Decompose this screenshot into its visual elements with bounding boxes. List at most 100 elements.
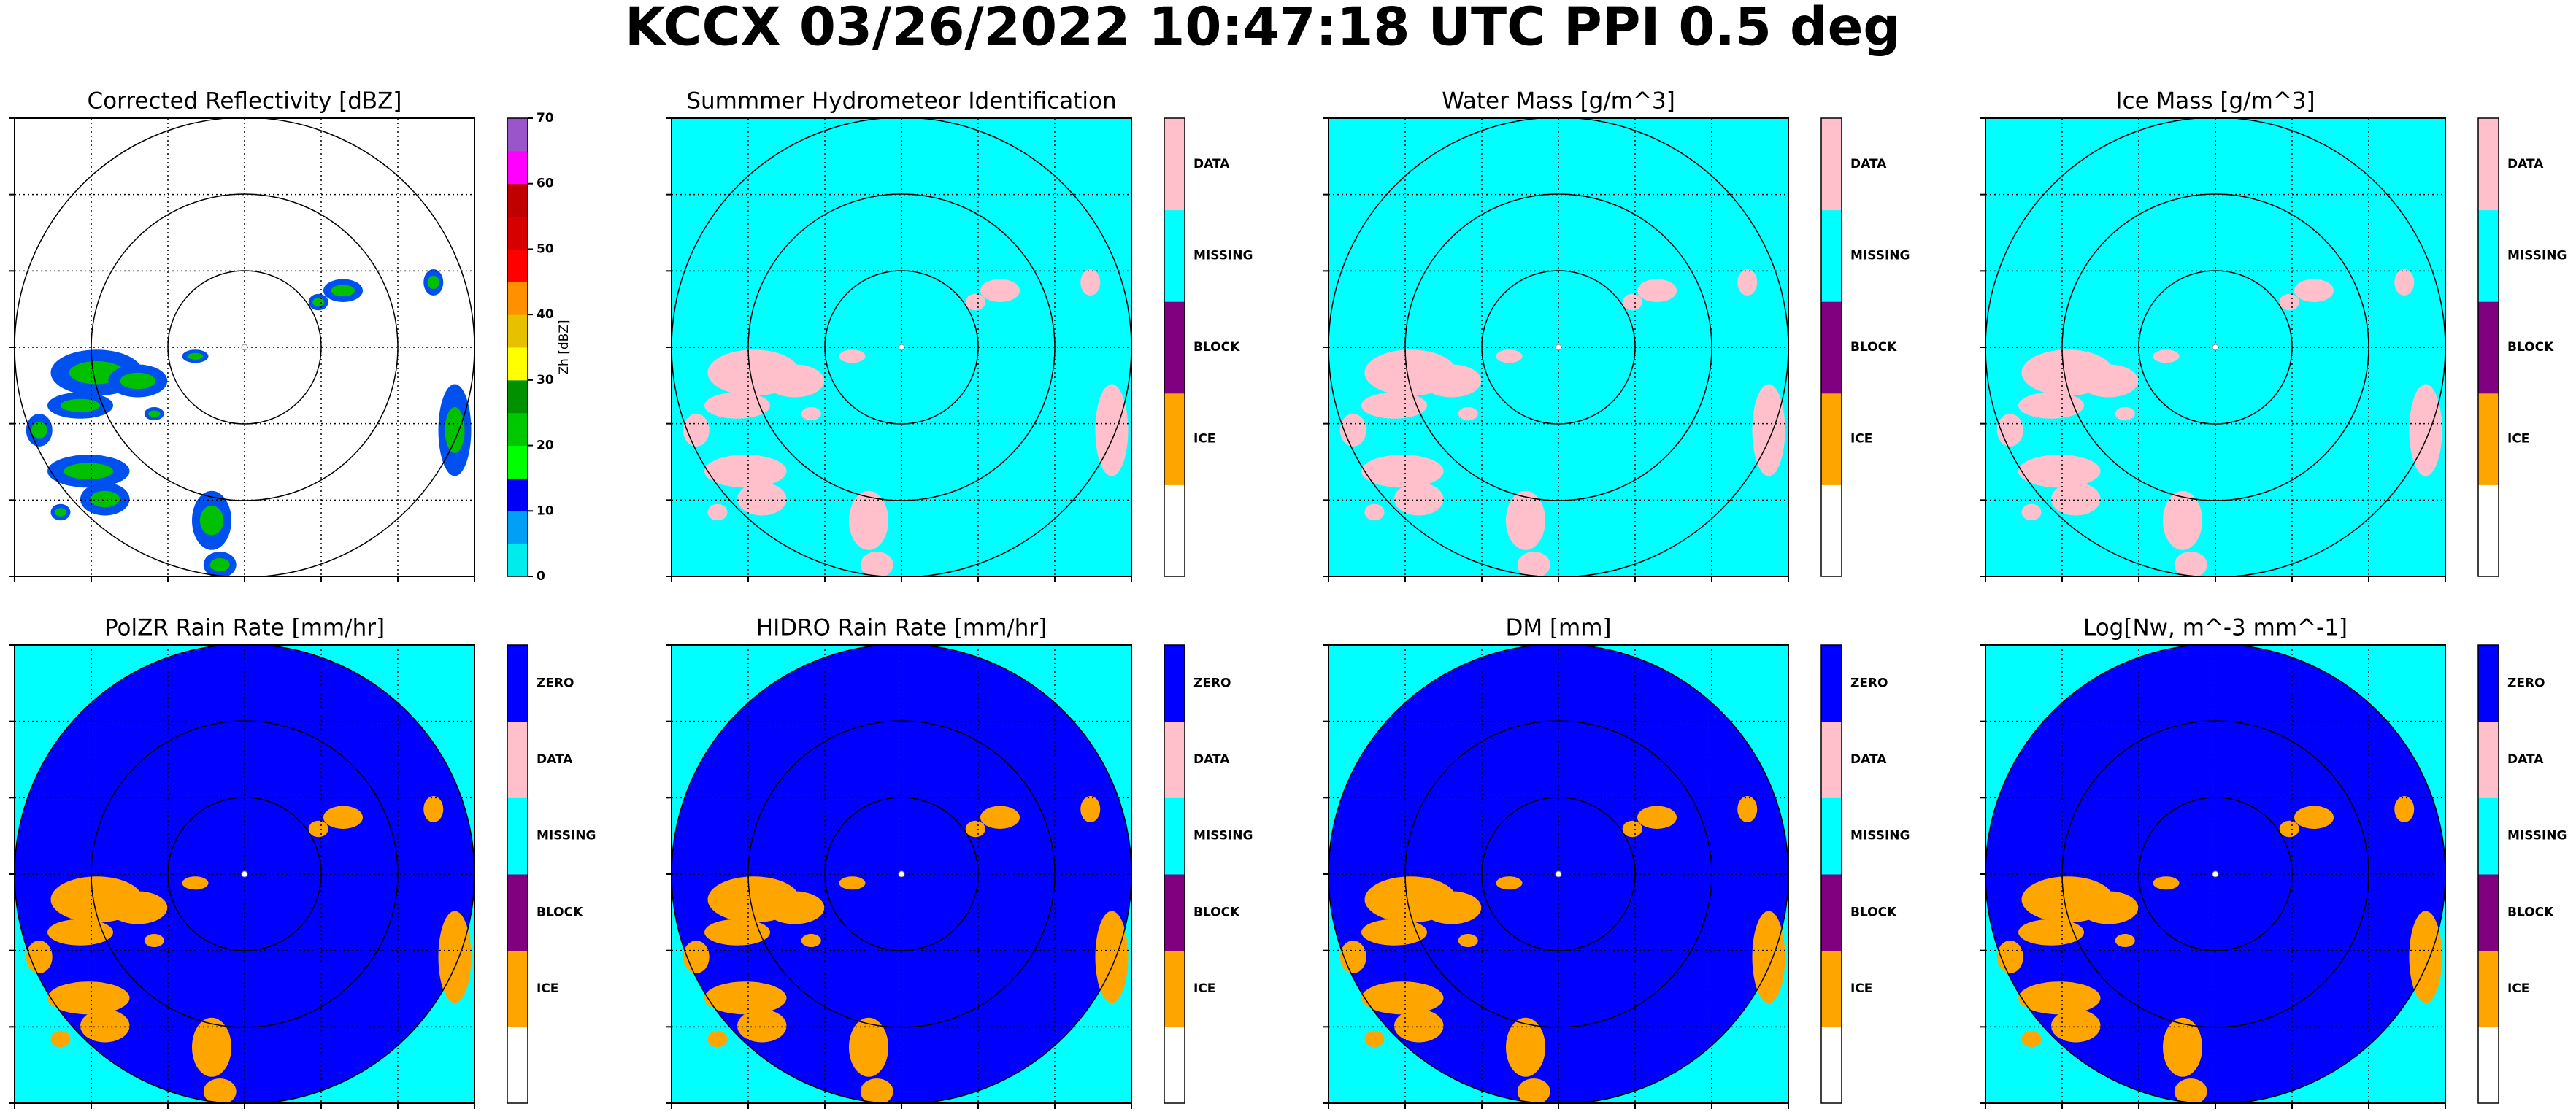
range-ring <box>2061 720 2369 1028</box>
echo <box>839 349 866 363</box>
range-ring <box>747 720 1056 1028</box>
colorbar-segment <box>507 797 528 875</box>
echo-core <box>199 506 224 536</box>
echo <box>860 1078 893 1103</box>
colorbar-frame <box>2477 644 2499 1104</box>
echo <box>2018 455 2101 488</box>
colorbar-segment <box>2478 797 2499 875</box>
range-ring <box>1481 797 1636 951</box>
plot-area <box>15 118 474 576</box>
range-ring <box>2138 270 2293 425</box>
plot-area <box>1985 118 2445 576</box>
range-ring <box>91 720 399 1028</box>
colorbar-segment <box>507 150 528 185</box>
colorbar-segment <box>507 412 528 447</box>
echo <box>1506 490 1545 550</box>
echo <box>2021 503 2042 521</box>
panel: PolZR Rain Rate [mm/hr] ICE BLOCK MISSING DA… <box>9 615 596 1109</box>
panel: HIDRO Rain Rate [mm/hr] ICE BLOCK MISSING DA… <box>666 615 1253 1109</box>
panel: Log[Nw, m^-3 mm^-1] ICE BLOCK MISSING DATA ZE… <box>1980 615 2567 1109</box>
panel: DM [mm] ICE BLOCK MISSING DATA ZERO <box>1323 615 1910 1109</box>
colorbar-category-label: MISSING <box>1193 829 1253 843</box>
echo <box>707 503 728 521</box>
echo <box>1996 414 2023 447</box>
echo-core <box>312 298 325 306</box>
echo <box>2115 407 2135 420</box>
echo <box>1361 455 1444 488</box>
colorbar-segment <box>2478 301 2499 394</box>
colorbar-category-label: ICE <box>1850 981 1872 996</box>
colorbar-segment <box>1821 1027 1842 1104</box>
colorbar-category-label: ZERO <box>1193 676 1231 690</box>
colorbar-segment <box>1164 1027 1185 1104</box>
echo-core <box>331 285 355 297</box>
echo <box>1622 293 1642 311</box>
colorbar-segment <box>2478 484 2499 577</box>
colorbar-segment <box>507 183 528 217</box>
colorbar-segment <box>1164 484 1185 577</box>
colorbar-category-label: MISSING <box>537 829 596 843</box>
colorbar-segment <box>1821 874 1842 951</box>
echo <box>2394 269 2415 296</box>
echo <box>1506 1017 1545 1077</box>
echo <box>765 891 825 924</box>
colorbar-segment <box>1821 797 1842 875</box>
echo-core <box>209 558 230 571</box>
echo <box>1737 269 1758 296</box>
echo <box>707 1030 728 1048</box>
colorbar-segment <box>1821 301 1842 394</box>
colorbar-category-label: ZERO <box>2507 676 2545 690</box>
colorbar-category-label: ICE <box>1193 432 1215 447</box>
range-ring <box>167 270 322 425</box>
echo <box>2409 384 2442 476</box>
echo <box>50 1030 71 1048</box>
colorbar-segment <box>2478 950 2499 1027</box>
colorbar-segment <box>507 282 528 315</box>
echo <box>26 941 53 973</box>
colorbar-category-label: DATA <box>1850 752 1887 767</box>
echo <box>2174 1078 2207 1103</box>
panel-title: DM [mm] <box>1505 615 1611 641</box>
echo <box>2153 876 2180 890</box>
echo <box>47 981 130 1015</box>
colorbar-segment <box>1164 645 1185 722</box>
echo <box>980 806 1020 829</box>
colorbar-category-label: DATA <box>537 752 573 767</box>
echo <box>2051 482 2101 516</box>
echo <box>1339 941 1366 973</box>
radar-site <box>1555 344 1562 351</box>
colorbar-tick-label: 10 <box>537 503 554 518</box>
echo <box>765 364 825 398</box>
echo-core <box>427 276 439 289</box>
radar-site <box>2212 344 2219 351</box>
colorbar-segment <box>1821 721 1842 798</box>
colorbar-category-label: BLOCK <box>2507 340 2554 355</box>
echo <box>1496 349 1523 363</box>
panel-title: Log[Nw, m^-3 mm^-1] <box>2083 615 2348 641</box>
echo <box>2153 349 2180 363</box>
colorbar-segment <box>2478 209 2499 302</box>
echo <box>423 796 444 822</box>
colorbar-segment <box>2478 721 2499 798</box>
echo <box>737 482 787 516</box>
colorbar-segment <box>1164 393 1185 485</box>
colorbar-segment <box>507 511 528 544</box>
echo <box>1080 269 1101 296</box>
radar-site <box>241 344 248 351</box>
echo <box>2294 279 2334 302</box>
echo <box>1095 384 1129 476</box>
colorbar-segment <box>507 314 528 348</box>
range-ring <box>1404 720 1712 1028</box>
colorbar-tick-label: 40 <box>537 307 554 322</box>
echo <box>2163 1017 2202 1077</box>
echo <box>108 891 168 924</box>
echo <box>2079 891 2139 924</box>
echo <box>839 876 866 890</box>
colorbar-segment <box>1164 301 1185 394</box>
echo <box>1394 1009 1444 1043</box>
panel-title: HIDRO Rain Rate [mm/hr] <box>756 615 1047 641</box>
echo-core <box>64 463 113 479</box>
echo <box>1339 414 1366 447</box>
colorbar-segment <box>1164 950 1185 1027</box>
colorbar-segment <box>2478 1027 2499 1104</box>
